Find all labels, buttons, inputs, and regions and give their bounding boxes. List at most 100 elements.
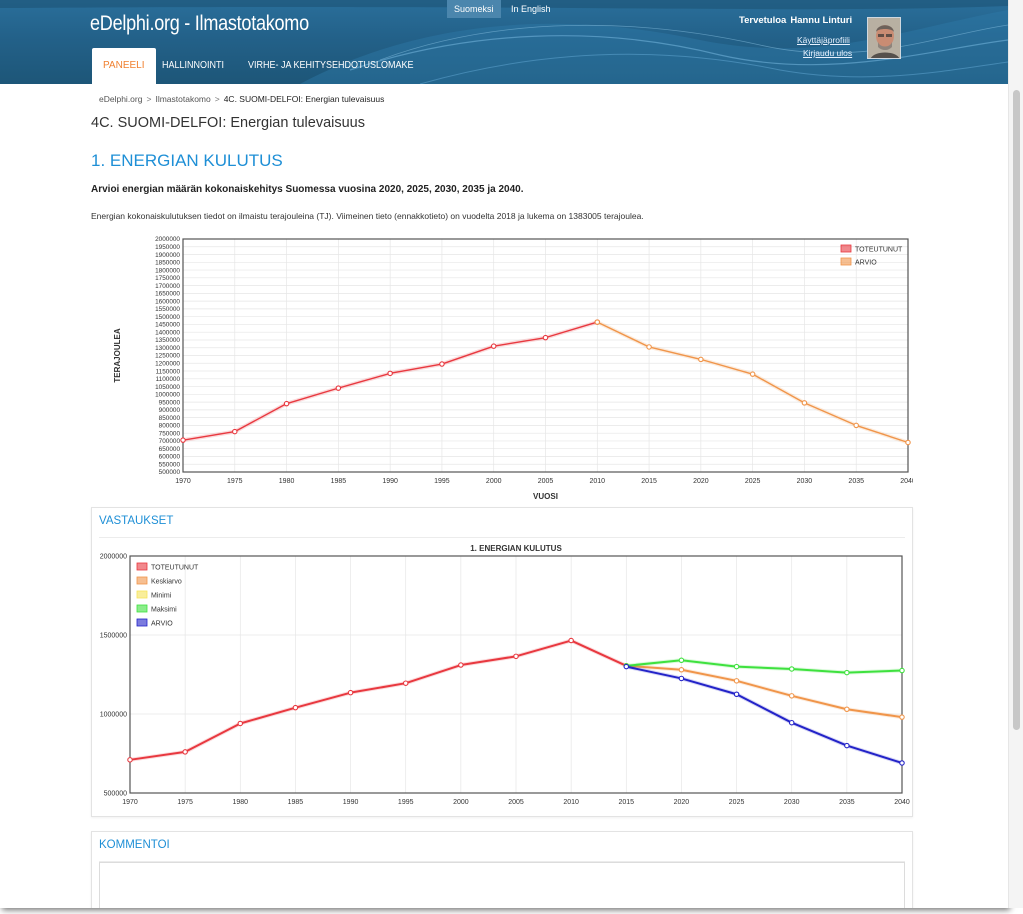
comment-panel-title: KOMMENTOI [99,839,170,851]
data-point [678,667,685,673]
x-tick-label: 1980 [279,478,295,485]
responses-panel-title: VASTAUKSET [99,515,174,527]
profile-link[interactable]: Käyttäjäprofiili [797,35,850,45]
y-tick-label: 500000 [104,790,127,797]
y-tick-label: 650000 [159,446,181,453]
nav-tab-feedback-form[interactable]: VIRHE- JA KEHITYSEHDOTUSLOMAKE [248,60,414,71]
y-tick-label: 1350000 [155,337,180,344]
x-tick-label: 1990 [382,478,398,485]
site-header: eDelphi.org - Ilmastotakomo Suomeksi In … [0,0,1008,84]
y-tick-label: 600000 [159,454,181,461]
data-point [458,662,464,668]
series-line-toteutunut [129,639,627,761]
nav-tab-paneeli[interactable]: PANEELI [92,48,156,84]
x-tick-label: 1995 [434,478,450,485]
y-tick-label: 550000 [159,461,181,468]
data-point [292,704,299,711]
x-tick-label: 1985 [331,478,347,485]
series-line-keskiarvo [626,664,903,719]
breadcrumb-separator: > [146,94,152,104]
legend-label: Maksimi [151,607,177,614]
x-tick-label: 2000 [486,478,502,485]
y-tick-label: 1000000 [100,711,127,718]
legend-swatch [136,618,148,627]
scrollbar-thumb[interactable] [1013,90,1020,730]
lang-english[interactable]: In English [511,4,551,14]
data-point [335,385,342,391]
y-tick-label: 1100000 [156,376,181,383]
x-tick-label: 2015 [641,478,657,485]
x-tick-label: 2040 [900,478,913,485]
y-tick-label: 1000000 [155,392,180,399]
x-tick-label: 1990 [343,799,359,806]
y-axis-label: TERAJOULEA [113,328,122,382]
plot-border [129,555,903,794]
data-point [733,691,740,698]
nav-tab-hallinnointi[interactable]: HALLINNOINTI [162,60,225,71]
data-point [646,344,652,350]
y-tick-label: 1200000 [155,361,180,368]
data-point [623,663,630,670]
x-tick-label: 2025 [729,799,745,806]
x-tick-label: 1975 [227,478,243,485]
x-tick-label: 2025 [745,478,761,485]
data-point [698,356,704,363]
data-point [542,334,549,341]
data-point [844,669,850,676]
lang-finnish[interactable]: Suomeksi [447,0,501,18]
logout-link[interactable]: Kirjaudu ulos [803,48,853,58]
question-text: Arvioi energian määrän kokonaiskehitys S… [91,184,524,195]
user-photo-icon [868,18,900,58]
y-tick-label: 1700000 [155,283,180,290]
responses-chart: 500000 1000000 1500000 2000000 1970 1975 1980 1… [100,544,910,806]
x-tick-label: 2035 [839,799,855,806]
y-tick-label: 1150000 [156,368,181,375]
y-tick-label: 500000 [159,469,181,476]
data-point [853,422,859,429]
browser-window: eDelphi.org - Ilmastotakomo Suomeksi In … [0,0,1008,908]
legend-label: Keskiarvo [151,579,182,586]
y-tick-label: 1500000 [155,314,180,321]
comment-textarea[interactable] [99,862,905,908]
breadcrumb: eDelphi.org > Ilmastotakomo >4C. SUOMI-DELF… [99,94,384,104]
y-tick-label: 2000000 [100,553,127,560]
x-tick-label: 1970 [175,478,191,485]
y-tick-label: 1650000 [155,291,180,298]
section-title: 1. ENERGIAN KULUTUS [91,151,283,170]
y-tick-label: 1050000 [155,384,180,391]
y-tick-label: 800000 [159,423,181,430]
breadcrumb-panel[interactable]: Ilmastotakomo [155,94,211,104]
data-point [899,714,905,720]
data-point [127,757,133,763]
data-point [180,437,186,443]
data-point [899,760,905,766]
plot-border [182,238,909,473]
question-description: Energian kokonaiskulutuksen tiedot on il… [91,211,644,221]
legend-label: TOTEUTUNUT [151,565,199,572]
site-title[interactable]: eDelphi.org - Ilmastotakomo [90,12,309,35]
data-point [387,370,393,377]
data-point [513,653,519,660]
data-point [439,361,445,367]
page-scrollbar[interactable] [1008,0,1023,908]
x-tick-label: 2035 [848,478,864,485]
legend-label: Minimi [151,593,172,600]
data-point [749,371,756,377]
y-tick-label: 1550000 [155,306,180,313]
data-point [733,678,740,684]
x-tick-label: 2005 [538,478,554,485]
y-tick-label: 950000 [159,399,181,406]
y-tick-label: 1450000 [155,322,180,329]
y-tick-label: 1400000 [155,329,180,336]
breadcrumb-current: 4C. SUOMI-DELFOI: Energian tulevaisuus [223,94,385,104]
y-tick-label: 1850000 [155,260,180,267]
legend-swatch [136,604,148,613]
breadcrumb-home[interactable]: eDelphi.org [99,94,143,104]
data-point [402,680,409,686]
legend-swatch [136,576,148,585]
avatar[interactable] [867,17,901,59]
y-tick-label: 1800000 [155,267,180,274]
data-point [801,400,808,406]
answer-input-chart[interactable]: 5000005500006000006500007000007500008000… [108,234,913,506]
y-tick-label: 1600000 [155,298,180,305]
